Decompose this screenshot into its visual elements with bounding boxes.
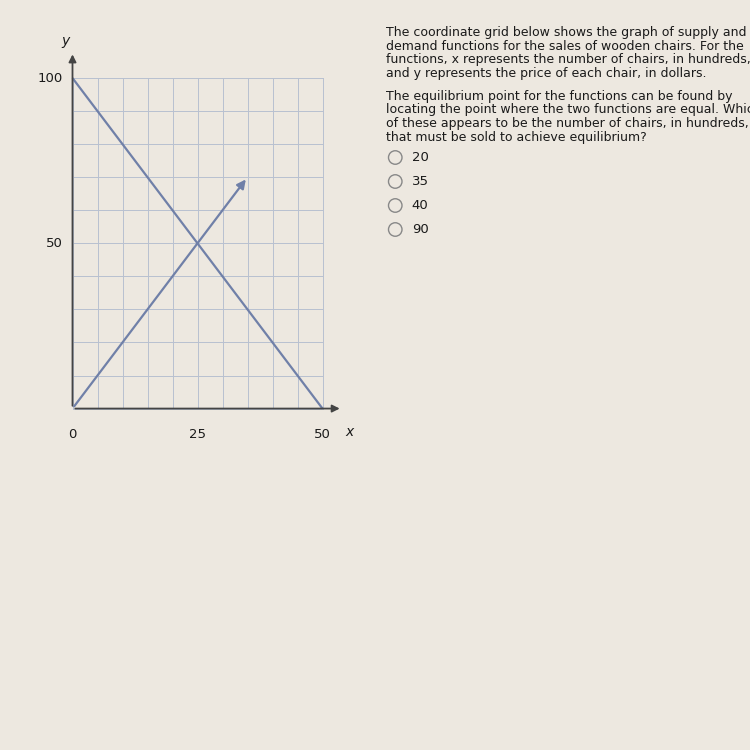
Text: 100: 100 xyxy=(38,71,62,85)
Text: 20: 20 xyxy=(412,151,429,164)
Text: x: x xyxy=(345,425,353,439)
Text: y: y xyxy=(62,34,70,48)
Text: 40: 40 xyxy=(412,199,428,212)
Text: 50: 50 xyxy=(46,237,62,250)
Text: 90: 90 xyxy=(412,223,428,236)
Text: 50: 50 xyxy=(314,428,331,442)
Text: that must be sold to achieve equilibrium?: that must be sold to achieve equilibrium… xyxy=(386,130,647,143)
Text: 25: 25 xyxy=(189,428,206,442)
Text: 35: 35 xyxy=(412,175,429,188)
Text: and y represents the price of each chair, in dollars.: and y represents the price of each chair… xyxy=(386,67,706,80)
Text: The coordinate grid below shows the graph of supply and: The coordinate grid below shows the grap… xyxy=(386,26,747,39)
Text: locating the point where the two functions are equal. Which: locating the point where the two functio… xyxy=(386,104,750,116)
Text: 0: 0 xyxy=(68,428,76,442)
Text: of these appears to be the number of chairs, in hundreds,: of these appears to be the number of cha… xyxy=(386,117,749,130)
Text: demand functions for the sales of wooden chairs. For the: demand functions for the sales of wooden… xyxy=(386,40,744,53)
Text: The equilibrium point for the functions can be found by: The equilibrium point for the functions … xyxy=(386,90,733,103)
Text: functions, x represents the number of chairs, in hundreds,: functions, x represents the number of ch… xyxy=(386,53,750,66)
